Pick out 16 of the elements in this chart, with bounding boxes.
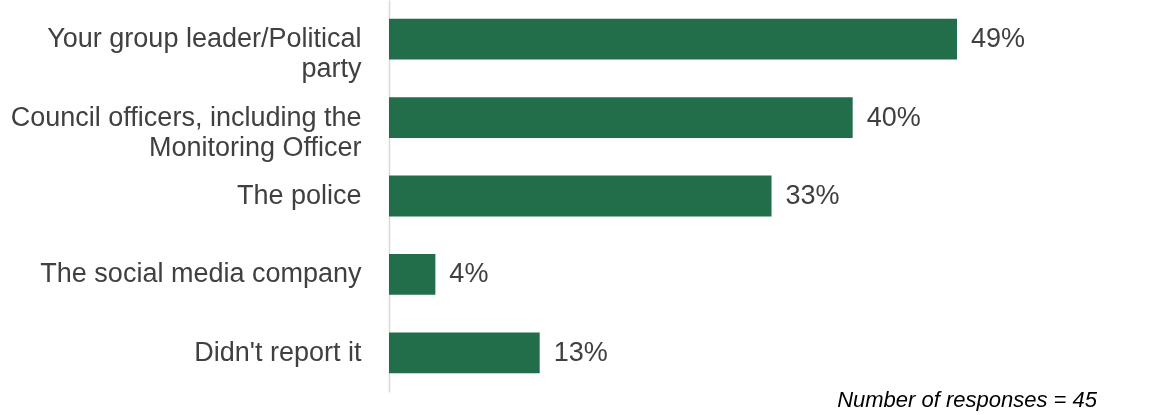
y-tick-label: Council officers, including the Monitoring Officer (10, 101, 362, 162)
data-label: 4% (449, 258, 489, 289)
bar (389, 254, 436, 295)
data-label: 13% (553, 336, 608, 367)
data-label: 49% (971, 23, 1026, 54)
bar (389, 18, 957, 60)
bar (389, 97, 853, 138)
y-tick-label: The social media company (40, 258, 362, 289)
y-tick-label: Didn't report it (194, 336, 362, 367)
data-label: 40% (866, 101, 921, 132)
bar (389, 175, 772, 217)
y-tick-label: The police (236, 180, 362, 210)
y-tick-label: Your group leader/Political party (47, 23, 362, 84)
bar (389, 332, 540, 374)
annotation: Number of responses = 45 (837, 387, 1098, 412)
data-label: 33% (785, 180, 840, 210)
